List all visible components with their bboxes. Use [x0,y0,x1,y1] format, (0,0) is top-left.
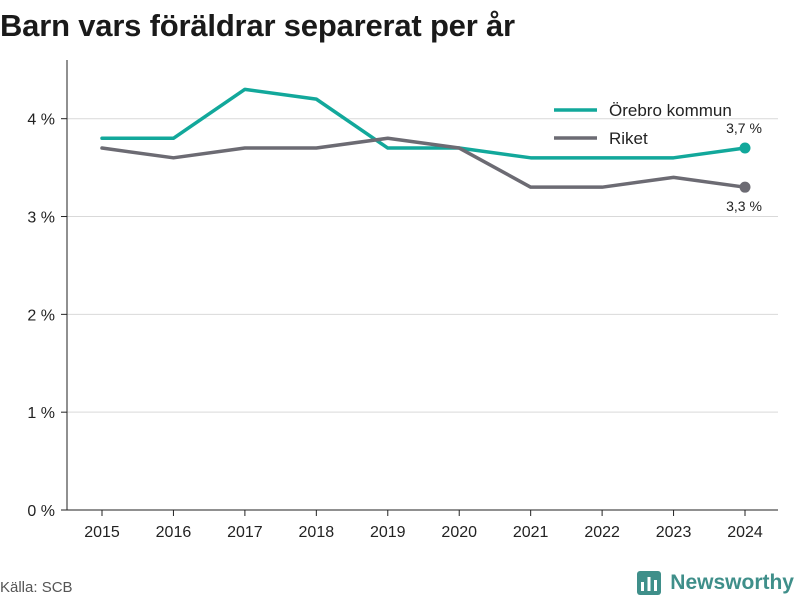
y-tick-label: 1 % [27,405,55,422]
legend-label: Riket [609,129,648,148]
x-tick-label: 2018 [299,524,335,541]
end-value-label: 3,7 % [726,120,762,136]
y-tick-label: 4 % [27,112,55,129]
legend-label: Örebro kommun [609,101,732,120]
x-tick-label: 2019 [370,524,406,541]
x-tick-label: 2021 [513,524,549,541]
x-tick-label: 2016 [156,524,192,541]
series-end-point [739,142,751,154]
end-value-label: 3,3 % [726,198,762,214]
x-tick-label: 2015 [84,524,120,541]
chart-title: Barn vars föräldrar separerat per år [0,8,515,43]
x-tick-label: 2017 [227,524,263,541]
series-end-point [739,181,751,193]
y-tick-label: 0 % [27,503,55,520]
x-tick-label: 2024 [727,524,763,541]
x-tick-label: 2020 [441,524,477,541]
series-lines: 3,7 % 3,3 % [100,87,762,214]
source-note: Källa: SCB [0,579,73,596]
brand-logo: Newsworthy [636,570,794,596]
axes: 0 % 1 % 2 % 3 % 4 % 2015 2016 2017 2018 2019 2020 2… [27,60,778,541]
x-tick-label: 2022 [584,524,620,541]
grid-lines [67,118,778,413]
brand-name: Newsworthy [670,571,794,594]
series-line-orebro [100,87,747,160]
legend: Örebro kommun Riket [554,101,732,148]
series-line-riket [100,136,747,189]
y-tick-label: 2 % [27,307,55,324]
x-tick-label: 2023 [656,524,692,541]
newsworthy-logo-icon [637,571,662,595]
y-tick-label: 3 % [27,210,55,227]
